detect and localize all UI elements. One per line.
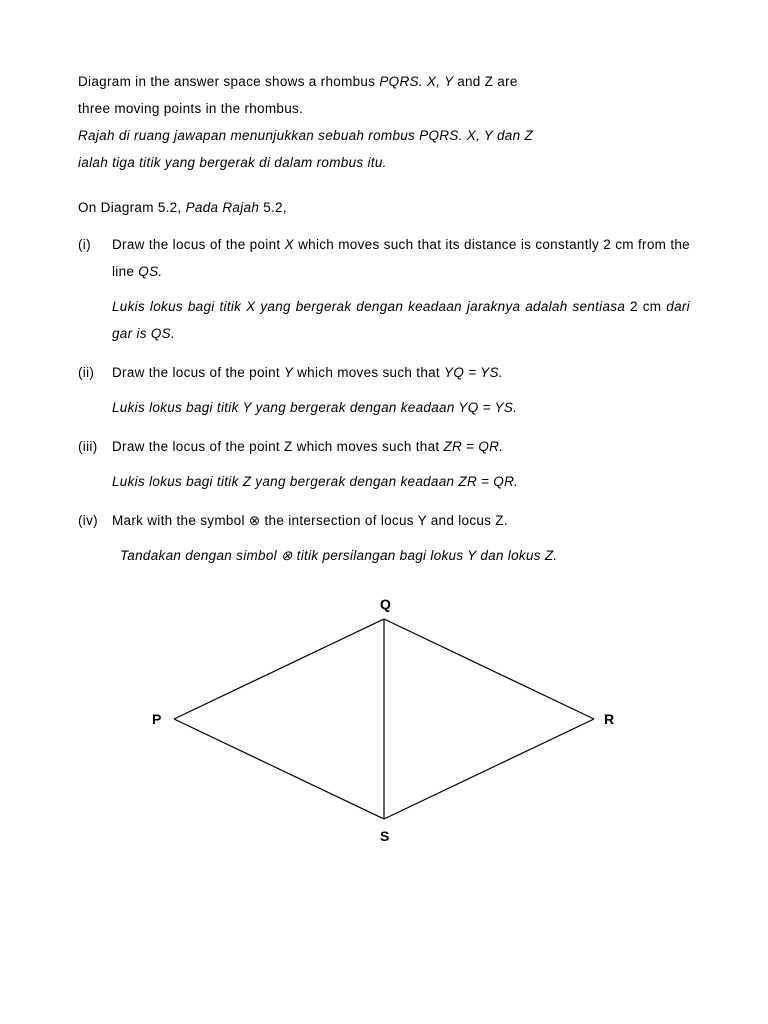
rhombus-svg: P Q R S [104, 589, 664, 849]
intro-ms-1: Rajah di ruang jawapan menunjukkan sebua… [78, 122, 690, 149]
item-iv-num: (iv) [78, 507, 112, 534]
item-i-en-qs: QS. [138, 264, 162, 279]
item-iii-en-a: Draw the locus of the point Z which move… [112, 439, 444, 454]
item-i-en: Draw the locus of the point X which move… [112, 231, 690, 285]
item-ii-en-b: which moves such that [297, 365, 444, 380]
item-ii-ms: Lukis lokus bagi titik Y yang bergerak d… [78, 394, 690, 421]
item-iii-en-eq: ZR = QR. [444, 439, 504, 454]
on-diagram-ms: Pada Rajah [186, 200, 264, 215]
item-iii: (iii) Draw the locus of the point Z whic… [78, 433, 690, 460]
item-ii-en: Draw the locus of the point Y which move… [112, 359, 690, 386]
svg-text:Q: Q [380, 596, 391, 612]
item-iv-ms: Tandakan dengan simbol ⊗ titik persilang… [78, 542, 690, 569]
item-i-ms-num: 2 cm [630, 299, 666, 314]
on-diagram-line: On Diagram 5.2, Pada Rajah 5.2, [78, 194, 690, 221]
on-diagram-en: On Diagram 5.2, [78, 200, 186, 215]
item-ii: (ii) Draw the locus of the point Y which… [78, 359, 690, 386]
intro-en-pqrs: PQRS. X, Y [379, 74, 457, 89]
item-ii-num: (ii) [78, 359, 112, 386]
item-iii-en: Draw the locus of the point Z which move… [112, 433, 690, 460]
item-i: (i) Draw the locus of the point X which … [78, 231, 690, 285]
item-i-ms-a: Lukis lokus bagi titik X yang bergerak d… [112, 299, 630, 314]
item-i-en-a: Draw the locus of the point [112, 237, 285, 252]
item-iv-en: Mark with the symbol ⊗ the intersection … [112, 507, 690, 534]
item-iii-num: (iii) [78, 433, 112, 460]
item-i-num: (i) [78, 231, 112, 285]
svg-text:S: S [380, 828, 389, 844]
item-ii-en-y: Y [284, 365, 297, 380]
item-ii-en-eq: YQ = YS. [444, 365, 503, 380]
item-iv: (iv) Mark with the symbol ⊗ the intersec… [78, 507, 690, 534]
page: Diagram in the answer space shows a rhom… [0, 0, 768, 889]
item-i-ms: Lukis lokus bagi titik X yang bergerak d… [78, 293, 690, 347]
intro-en-2: three moving points in the rhombus. [78, 95, 690, 122]
intro-ms-2: ialah tiga titik yang bergerak di dalam … [78, 149, 690, 176]
rhombus-diagram: P Q R S [78, 589, 690, 849]
intro-en-1b: and Z are [457, 74, 517, 89]
svg-text:R: R [604, 711, 614, 727]
intro-block: Diagram in the answer space shows a rhom… [78, 68, 690, 176]
item-iii-ms: Lukis lokus bagi titik Z yang bergerak d… [78, 468, 690, 495]
svg-text:P: P [152, 711, 161, 727]
on-diagram-num: 5.2, [263, 200, 287, 215]
item-i-en-x: X [285, 237, 298, 252]
intro-en-1: Diagram in the answer space shows a rhom… [78, 74, 379, 89]
intro-en: Diagram in the answer space shows a rhom… [78, 68, 690, 95]
item-ii-en-a: Draw the locus of the point [112, 365, 284, 380]
